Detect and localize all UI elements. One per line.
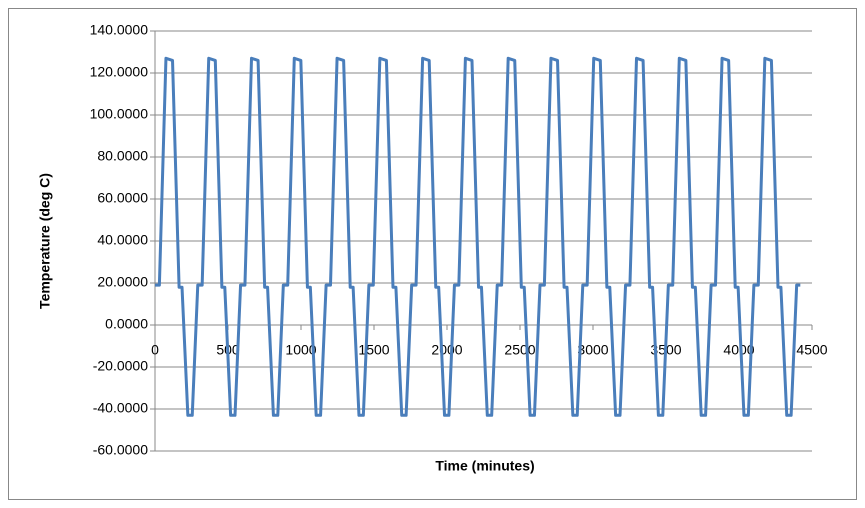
y-tick-label: 80.0000 — [97, 148, 148, 164]
y-tick-label: 120.0000 — [90, 64, 149, 80]
y-axis-title: Temperature (deg C) — [37, 173, 53, 309]
x-axis-title: Time (minutes) — [435, 458, 534, 474]
x-tick-label: 1000 — [285, 342, 316, 358]
y-tick-label: 100.0000 — [90, 106, 149, 122]
y-tick-label: -20.0000 — [93, 358, 148, 374]
x-tick-label: 4000 — [723, 342, 754, 358]
y-tick-label: -60.0000 — [93, 442, 148, 458]
y-tick-label: 60.0000 — [97, 190, 148, 206]
x-tick-label: 1500 — [358, 342, 389, 358]
x-tick-label: 2000 — [431, 342, 462, 358]
x-tick-label: 3000 — [577, 342, 608, 358]
x-tick-label: 4500 — [796, 342, 827, 358]
series-line — [155, 56, 801, 417]
y-tick-label: 20.0000 — [97, 274, 148, 290]
y-tick-label: 140.0000 — [90, 22, 149, 38]
y-tick-label: 0.0000 — [105, 316, 148, 332]
x-tick-label: 0 — [151, 342, 159, 358]
y-tick-label: 40.0000 — [97, 232, 148, 248]
x-tick-label: 2500 — [504, 342, 535, 358]
y-tick-label: -40.0000 — [93, 400, 148, 416]
